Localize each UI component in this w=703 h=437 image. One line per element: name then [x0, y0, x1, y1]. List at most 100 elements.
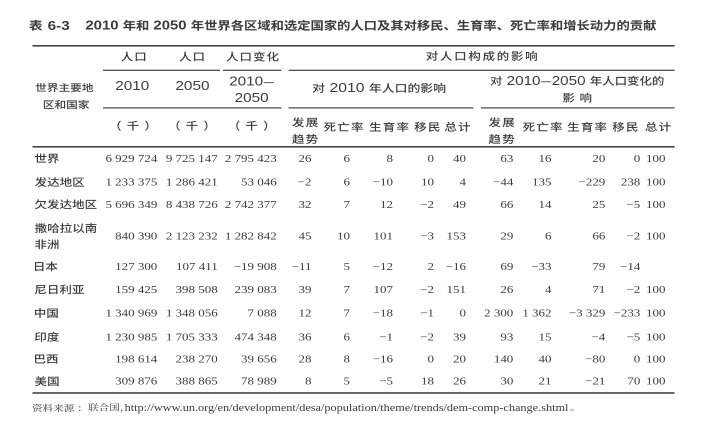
svg-text:−2: −2 — [420, 330, 434, 343]
svg-text:474 348: 474 348 — [235, 330, 277, 343]
svg-text:398 508: 398 508 — [176, 283, 218, 296]
svg-text:66: 66 — [500, 198, 513, 211]
svg-text:20: 20 — [453, 353, 466, 366]
svg-text:100: 100 — [646, 375, 665, 388]
svg-text:100: 100 — [646, 353, 665, 366]
svg-text:2050: 2050 — [149, 18, 190, 33]
svg-text:−2: −2 — [626, 283, 640, 296]
svg-text:153: 153 — [447, 230, 466, 243]
svg-text:2050: 2050 — [235, 91, 269, 106]
svg-text:26: 26 — [500, 283, 513, 296]
svg-text:1 348 056: 1 348 056 — [166, 307, 218, 320]
svg-text:140: 140 — [494, 353, 513, 366]
svg-text:49: 49 — [453, 198, 466, 211]
svg-text:2: 2 — [428, 260, 434, 273]
svg-text:239 083: 239 083 — [235, 283, 277, 296]
svg-text:−3: −3 — [420, 230, 434, 243]
svg-text:7: 7 — [344, 307, 350, 320]
svg-text:18: 18 — [421, 375, 434, 388]
svg-text:−5: −5 — [626, 198, 640, 211]
svg-text:1 233 375: 1 233 375 — [105, 176, 157, 189]
svg-text:26: 26 — [453, 375, 466, 388]
svg-text:53 046: 53 046 — [241, 176, 277, 189]
svg-text:6: 6 — [545, 230, 551, 243]
svg-text:63: 63 — [500, 152, 513, 165]
svg-text:12: 12 — [299, 307, 312, 320]
svg-text:2050: 2050 — [552, 74, 590, 89]
svg-text:1 705 333: 1 705 333 — [166, 330, 218, 343]
svg-text:20: 20 — [592, 152, 605, 165]
svg-text:66: 66 — [592, 230, 605, 243]
svg-text:−233: −233 — [614, 307, 641, 320]
svg-text:1 340 969: 1 340 969 — [105, 307, 157, 320]
svg-text:−11: −11 — [292, 260, 312, 273]
svg-text:6: 6 — [344, 152, 350, 165]
svg-text:8 438 726: 8 438 726 — [166, 198, 218, 211]
svg-text:4: 4 — [545, 283, 551, 296]
svg-text:159 425: 159 425 — [115, 283, 157, 296]
svg-text:−14: −14 — [620, 260, 640, 273]
svg-text:101: 101 — [374, 230, 393, 243]
svg-text:39: 39 — [453, 330, 466, 343]
svg-text:127 300: 127 300 — [115, 260, 157, 273]
svg-text:−2: −2 — [626, 230, 640, 243]
svg-text:1 230 985: 1 230 985 — [105, 330, 157, 343]
svg-text:6: 6 — [344, 176, 350, 189]
svg-text:25: 25 — [592, 198, 605, 211]
svg-text:0: 0 — [634, 353, 640, 366]
svg-text:5: 5 — [344, 375, 350, 388]
svg-text:2010: 2010 — [229, 75, 263, 90]
svg-text:−1: −1 — [420, 307, 434, 320]
svg-text:238 270: 238 270 — [176, 353, 218, 366]
svg-text:−10: −10 — [373, 176, 393, 189]
svg-text:6: 6 — [344, 330, 350, 343]
svg-text:1 282 842: 1 282 842 — [225, 230, 277, 243]
svg-text:71: 71 — [592, 283, 605, 296]
svg-text:0: 0 — [428, 353, 434, 366]
svg-text:32: 32 — [299, 198, 312, 211]
svg-text:0: 0 — [428, 152, 434, 165]
svg-text:−33: −33 — [531, 260, 551, 273]
svg-text:−2: −2 — [298, 176, 312, 189]
svg-text:2010: 2010 — [115, 79, 149, 94]
svg-text:100: 100 — [646, 330, 665, 343]
svg-text:5 696 349: 5 696 349 — [105, 198, 157, 211]
svg-text:26: 26 — [299, 152, 312, 165]
svg-text:8: 8 — [305, 375, 311, 388]
svg-text:7: 7 — [344, 198, 350, 211]
svg-text:−3 329: −3 329 — [569, 307, 605, 320]
svg-text:−229: −229 — [579, 176, 606, 189]
svg-text:−2: −2 — [420, 283, 434, 296]
svg-text:28: 28 — [299, 353, 312, 366]
svg-text:21: 21 — [539, 375, 552, 388]
svg-text:39 656: 39 656 — [241, 353, 277, 366]
svg-text:1 286 421: 1 286 421 — [166, 176, 218, 189]
svg-text:388 865: 388 865 — [176, 375, 218, 388]
svg-text:151: 151 — [447, 283, 466, 296]
svg-text:−19 908: −19 908 — [234, 260, 277, 273]
svg-text:79: 79 — [592, 260, 605, 273]
svg-text:100: 100 — [646, 176, 665, 189]
svg-text:78 989: 78 989 — [241, 375, 277, 388]
svg-text:7 088: 7 088 — [248, 307, 277, 320]
svg-text:70: 70 — [627, 375, 640, 388]
svg-text:29: 29 — [500, 230, 513, 243]
svg-text:2 123 232: 2 123 232 — [166, 230, 218, 243]
svg-text:93: 93 — [500, 330, 513, 343]
svg-text:2 742 377: 2 742 377 — [225, 198, 277, 211]
svg-text:−18: −18 — [373, 307, 393, 320]
svg-text:2010: 2010 — [502, 74, 540, 89]
svg-text:40: 40 — [539, 353, 552, 366]
svg-text:45: 45 — [299, 230, 312, 243]
svg-text:40: 40 — [453, 152, 466, 165]
svg-text:6 929 724: 6 929 724 — [105, 152, 157, 165]
svg-text:5: 5 — [344, 260, 350, 273]
svg-text:1 362: 1 362 — [522, 307, 551, 320]
svg-text:2010: 2010 — [325, 81, 369, 95]
svg-text:0: 0 — [634, 152, 640, 165]
svg-text:−44: −44 — [493, 176, 513, 189]
svg-text:−1: −1 — [379, 330, 393, 343]
svg-text:9 725 147: 9 725 147 — [166, 152, 218, 165]
svg-text:238: 238 — [621, 176, 640, 189]
svg-text:−5: −5 — [626, 330, 640, 343]
